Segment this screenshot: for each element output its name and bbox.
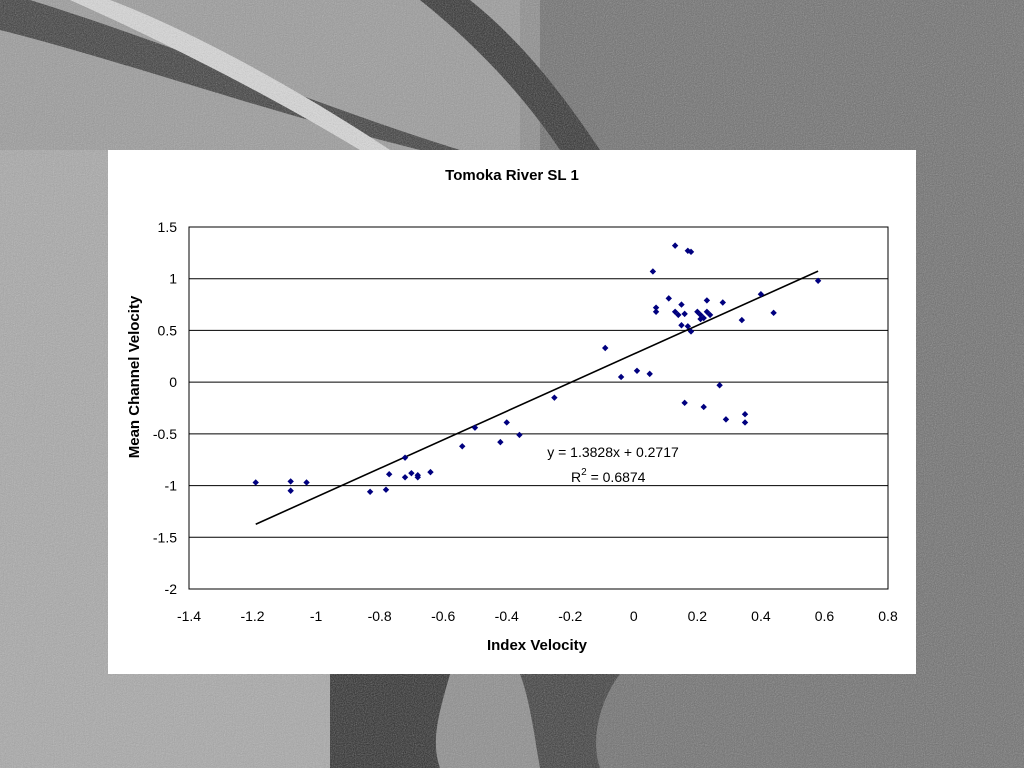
data-points <box>252 242 822 495</box>
x-tick-label: 0 <box>630 608 638 624</box>
data-point <box>497 438 504 446</box>
x-tick-label: -0.8 <box>368 608 392 624</box>
data-point <box>671 308 679 316</box>
data-point <box>602 344 609 352</box>
data-point <box>401 474 409 481</box>
data-point <box>633 367 641 374</box>
data-point <box>646 370 653 378</box>
data-point <box>678 301 685 308</box>
y-tick-label: 1 <box>169 271 177 287</box>
data-point <box>503 419 510 426</box>
data-point <box>652 304 660 311</box>
data-point <box>303 479 310 486</box>
chart-panel: Tomoka River SL 1 1.5 1 0.5 0 -0.5 -1 -1.5 -2 -… <box>108 150 916 674</box>
gridlines <box>189 278 888 538</box>
r-squared-label: R2 = 0.6874 <box>571 467 646 485</box>
data-point <box>382 486 390 493</box>
data-point <box>687 328 695 335</box>
data-point <box>675 311 682 319</box>
scatter-chart: Tomoka River SL 1 1.5 1 0.5 0 -0.5 -1 -1.5 -2 -… <box>126 167 898 654</box>
data-point <box>287 487 294 494</box>
x-axis-title: Index Velocity <box>487 637 588 654</box>
data-point <box>678 322 685 329</box>
y-tick-label: 0.5 <box>158 322 178 338</box>
y-tick-label: 1.5 <box>158 219 178 235</box>
chart-title: Tomoka River SL 1 <box>445 167 579 184</box>
trendline-equation: y = 1.3828x + 0.2717 <box>547 444 679 460</box>
x-tick-label: -0.4 <box>495 608 519 624</box>
data-point <box>719 299 726 306</box>
data-point <box>738 316 746 324</box>
data-point <box>700 314 707 322</box>
data-point <box>516 431 523 439</box>
data-point <box>741 419 749 426</box>
data-point <box>671 242 679 249</box>
data-point <box>252 479 259 486</box>
data-point <box>471 424 479 431</box>
x-tick-label: 0.2 <box>688 608 708 624</box>
data-point <box>649 268 657 275</box>
r-squared-prefix: R <box>571 469 581 485</box>
data-point <box>287 478 294 485</box>
data-point <box>366 488 374 495</box>
data-point <box>716 382 723 389</box>
data-point <box>401 454 409 461</box>
data-point <box>617 373 625 381</box>
x-tick-label: -1 <box>310 608 323 624</box>
x-tick-label: -0.6 <box>431 608 455 624</box>
x-tick-label: 0.6 <box>815 608 835 624</box>
x-tick-label: 0.8 <box>878 608 898 624</box>
y-axis-title: Mean Channel Velocity <box>126 295 143 458</box>
data-point <box>427 468 434 476</box>
data-point <box>703 308 711 316</box>
trendline-layer <box>255 270 819 525</box>
r-squared-superscript: 2 <box>581 467 587 478</box>
y-axis-tick-labels: 1.5 1 0.5 0 -0.5 -1 -1.5 -2 <box>153 219 177 597</box>
data-point <box>385 470 393 478</box>
data-point <box>687 248 695 256</box>
data-point <box>408 469 415 477</box>
y-tick-label: -1.5 <box>153 529 177 545</box>
plot-area-frame <box>188 226 889 590</box>
x-tick-label: -0.2 <box>558 608 582 624</box>
data-point <box>706 311 714 319</box>
x-tick-label: -1.2 <box>240 608 264 624</box>
x-tick-label: 0.4 <box>751 608 771 624</box>
data-point <box>770 309 777 317</box>
y-tick-label: -1 <box>165 478 178 494</box>
data-point <box>459 443 466 450</box>
data-point <box>700 403 707 411</box>
data-point <box>551 394 558 401</box>
y-tick-label: 0 <box>169 374 177 390</box>
data-point <box>681 310 688 318</box>
r-squared-value: = 0.6874 <box>587 469 646 485</box>
data-point <box>757 291 765 298</box>
data-point <box>814 277 822 284</box>
linear-trendline <box>255 270 819 525</box>
y-tick-label: -2 <box>165 581 178 597</box>
data-point <box>681 399 688 407</box>
data-point <box>684 323 692 330</box>
data-point <box>722 416 730 423</box>
x-axis-tick-labels: -1.4 -1.2 -1 -0.8 -0.6 -0.4 -0.2 0 0.2 0.4 0.6 0.8 <box>177 608 898 624</box>
x-tick-label: -1.4 <box>177 608 201 624</box>
data-point <box>652 308 660 316</box>
data-point <box>741 411 749 418</box>
y-tick-label: -0.5 <box>153 426 177 442</box>
data-point <box>703 297 711 304</box>
data-point <box>665 295 672 302</box>
data-point <box>414 472 421 479</box>
